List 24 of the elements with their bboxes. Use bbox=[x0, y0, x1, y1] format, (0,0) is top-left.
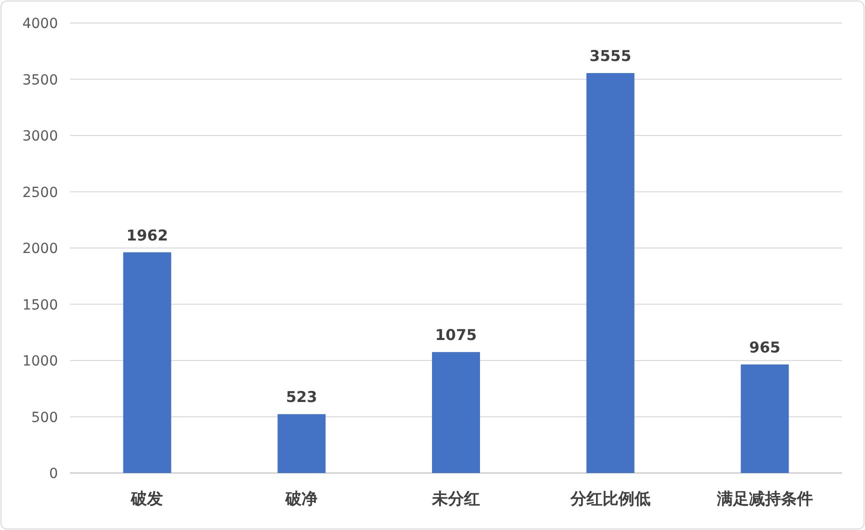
data-label: 3555 bbox=[590, 47, 632, 66]
bar bbox=[740, 364, 789, 473]
y-tick-label: 4000 bbox=[22, 16, 58, 32]
bar bbox=[278, 414, 326, 473]
data-label: 523 bbox=[286, 388, 318, 406]
y-tick-label: 2000 bbox=[22, 241, 58, 257]
data-label: 1962 bbox=[126, 226, 168, 244]
bar bbox=[586, 73, 634, 473]
x-tick-label: 破净 bbox=[284, 489, 318, 508]
y-tick-label: 3500 bbox=[22, 72, 58, 88]
x-tick-label: 未分红 bbox=[431, 489, 480, 508]
y-tick-label: 3000 bbox=[22, 128, 58, 144]
data-label: 965 bbox=[749, 338, 780, 356]
y-tick-label: 1500 bbox=[22, 297, 58, 314]
y-tick-label: 2500 bbox=[22, 184, 58, 201]
bar bbox=[123, 252, 172, 473]
x-tick-label: 满足减持条件 bbox=[716, 489, 813, 508]
data-label: 1075 bbox=[435, 326, 477, 344]
y-tick-label: 500 bbox=[31, 410, 58, 426]
bar bbox=[432, 352, 480, 473]
y-tick-label: 0 bbox=[49, 466, 58, 482]
y-tick-label: 1000 bbox=[22, 354, 58, 370]
x-tick-label: 破发 bbox=[130, 489, 164, 508]
x-tick-label: 分红比例低 bbox=[569, 489, 650, 508]
